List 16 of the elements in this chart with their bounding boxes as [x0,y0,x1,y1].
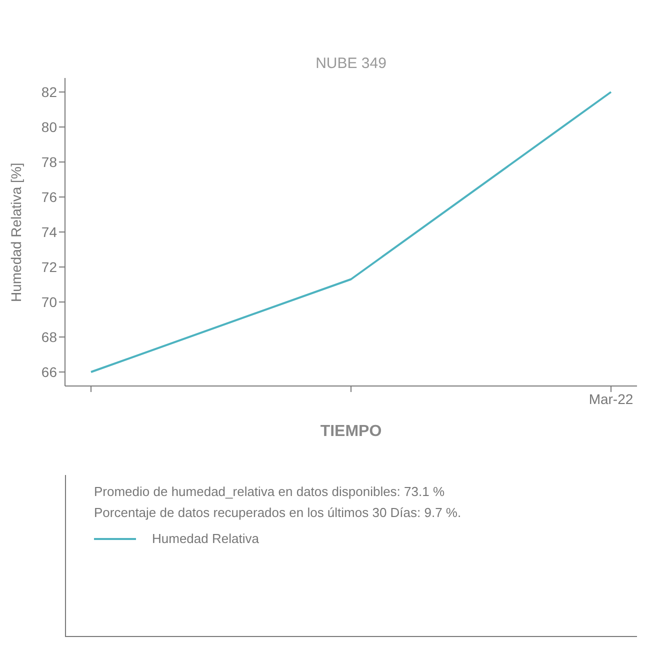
y-tick-label: 76 [41,188,58,205]
y-tick-label: 70 [41,294,58,310]
x-tick-label: Mar-22 [588,390,634,407]
text: Promedio de humedad_relativa en datos disponibles: 73.1 % [94,483,446,501]
y-tick-label: 66 [41,364,58,380]
legend-label: Humedad Relativa [152,531,259,546]
text: Porcentaje de datos recuperados en los últimos 30 Días: 9.7 %. [94,504,462,522]
y-axis-title: Humedad Relativa [%] [8,162,24,302]
y-tick-label: 72 [41,258,58,275]
y-tick-label: 68 [41,328,58,345]
y-tick-label: 74 [41,224,58,240]
x-axis-title: TIEMPO [320,423,382,440]
y-tick-label: 82 [41,84,58,100]
chart-title: NUBE 349 [314,55,388,72]
y-tick-label: 78 [41,154,58,170]
y-tick-label: 80 [41,118,58,135]
